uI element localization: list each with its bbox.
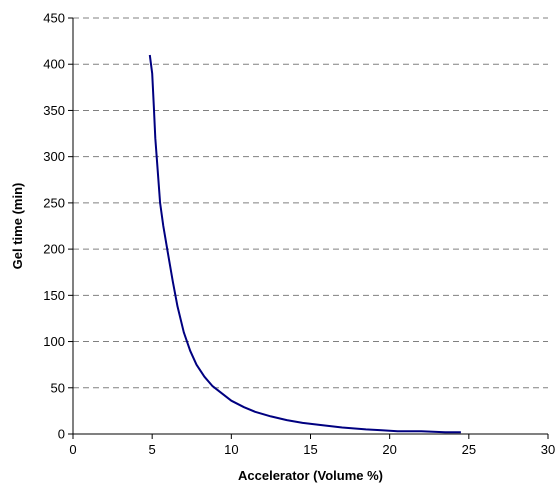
y-tick-label: 100 (43, 334, 65, 349)
x-tick-label: 15 (303, 442, 317, 457)
y-tick-label: 350 (43, 103, 65, 118)
x-tick-label: 30 (541, 442, 555, 457)
y-tick-label: 0 (58, 427, 65, 442)
x-tick-label: 20 (382, 442, 396, 457)
x-tick-label: 25 (462, 442, 476, 457)
y-axis-title: Gel time (min) (10, 183, 25, 270)
y-tick-label: 400 (43, 57, 65, 72)
y-tick-label: 450 (43, 11, 65, 26)
y-axis-ticks: 0 50 100 150 200 250 300 350 400 450 (43, 11, 73, 442)
y-tick-label: 50 (51, 380, 65, 395)
x-tick-label: 10 (224, 442, 238, 457)
x-axis-title: Accelerator (Volume %) (238, 468, 383, 483)
gridlines (73, 17, 548, 389)
y-tick-label: 200 (43, 242, 65, 257)
x-axis-ticks: 0 5 10 15 20 25 30 (69, 434, 555, 457)
x-tick-label: 0 (69, 442, 76, 457)
y-tick-label: 300 (43, 149, 65, 164)
series-line-0 (148, 54, 461, 434)
series-group (148, 54, 461, 434)
x-tick-label: 5 (149, 442, 156, 457)
y-tick-label: 250 (43, 195, 65, 210)
y-tick-label: 150 (43, 288, 65, 303)
